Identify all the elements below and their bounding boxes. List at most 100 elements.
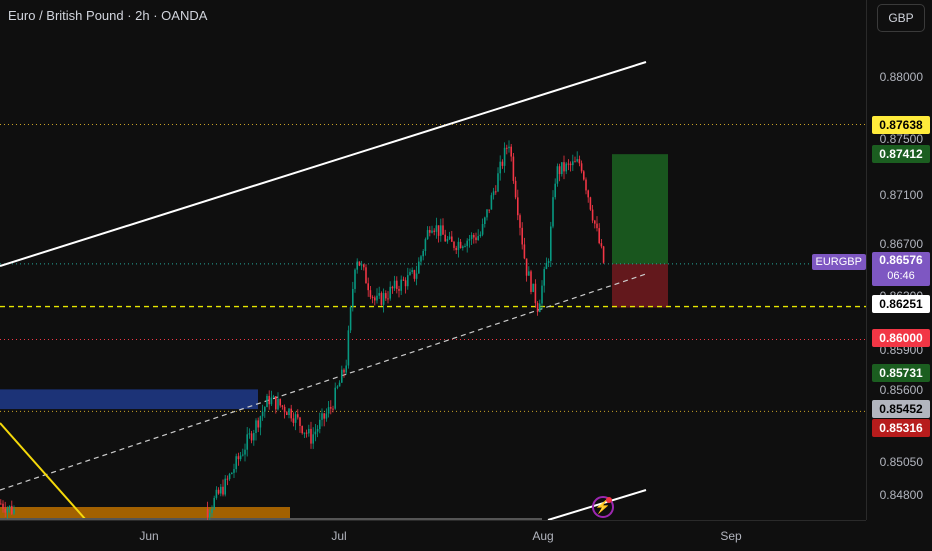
price-label: 0.87412	[872, 145, 930, 163]
candle-body	[404, 280, 407, 287]
candle-body	[354, 269, 356, 289]
candle-body	[321, 413, 323, 420]
candle-body	[217, 489, 220, 494]
candle-body	[325, 413, 328, 419]
candle-body	[444, 234, 446, 242]
candle-body	[541, 285, 543, 304]
candle-body	[330, 407, 332, 409]
candle-body	[374, 297, 376, 301]
candle-body	[314, 431, 317, 435]
candle-body	[519, 215, 521, 228]
candle-body	[338, 382, 341, 387]
candle-body	[503, 147, 506, 166]
candle-body	[235, 456, 237, 470]
candle-body	[233, 469, 235, 473]
candle-body	[266, 395, 268, 408]
candle-body	[556, 166, 559, 184]
candle-body	[231, 472, 233, 474]
candle-body	[209, 512, 211, 518]
chart-area[interactable]: Euro / British Pound · 2h · OANDA EURGBP…	[0, 0, 866, 525]
candle-body	[224, 478, 226, 495]
candle-body	[484, 217, 486, 225]
time-tick: Jun	[139, 529, 159, 543]
candle-body	[600, 243, 603, 247]
candle-body	[435, 225, 438, 232]
candle-body	[517, 197, 519, 216]
candle-body	[550, 226, 552, 261]
candle-body	[455, 247, 457, 251]
candle-body	[305, 432, 308, 434]
trendlines-layer	[0, 61, 647, 521]
candle-body	[589, 197, 592, 210]
candle-body	[248, 433, 251, 435]
candle-body	[343, 369, 345, 373]
candle-body	[288, 408, 290, 416]
candle-body	[512, 156, 515, 181]
candle-body	[378, 293, 380, 296]
candle-body	[316, 429, 319, 432]
candle-body	[244, 449, 246, 455]
zones-layer	[0, 154, 668, 518]
candle-body	[215, 489, 218, 498]
candle-body	[272, 396, 275, 398]
zone-box	[0, 507, 290, 518]
candle-body	[521, 227, 523, 245]
candle-body	[250, 433, 253, 441]
price-axis[interactable]: GBP 0.88000 0.87500 0.87100 0.86700 0.86…	[866, 0, 932, 520]
candle-body	[594, 220, 596, 224]
candle-body	[332, 408, 334, 410]
price-chart[interactable]	[0, 0, 866, 525]
candle-body	[281, 405, 284, 407]
candle-body	[246, 434, 248, 450]
candle-body	[534, 283, 537, 304]
candle-body	[545, 263, 548, 270]
candle-body	[481, 224, 484, 235]
candle-body	[334, 387, 336, 409]
candle-body	[569, 163, 572, 166]
candle-body	[264, 407, 266, 412]
candle-body	[536, 303, 539, 313]
candle-body	[327, 407, 330, 414]
price-label: 0.85452	[872, 400, 930, 418]
candle-body	[347, 330, 350, 366]
candle-body	[539, 303, 541, 313]
candle-body	[259, 416, 262, 428]
candle-body	[13, 509, 15, 514]
candle-body	[8, 505, 11, 509]
candle-body	[297, 414, 299, 418]
price-label: 0.87638	[872, 116, 930, 134]
candle-body	[310, 428, 312, 444]
candle-body	[477, 236, 479, 241]
price-label: 0.85316	[872, 419, 930, 437]
candle-body	[349, 306, 352, 331]
time-tick: Sep	[720, 529, 742, 543]
candle-body	[446, 238, 449, 242]
candle-body	[554, 183, 556, 198]
candle-body	[4, 508, 6, 513]
candle-body	[369, 290, 372, 298]
candle-body	[567, 163, 570, 165]
price-tick: 0.86700	[879, 237, 923, 251]
notification-dot	[606, 497, 612, 503]
time-axis[interactable]: Jun Jul Aug Sep	[0, 520, 866, 551]
candle-body	[576, 159, 578, 162]
candle-body	[389, 286, 391, 299]
candle-body	[413, 270, 416, 279]
candle-body	[415, 273, 418, 279]
candle-body	[277, 398, 279, 410]
candle-body	[462, 246, 464, 249]
candle-body	[253, 433, 255, 441]
candle-body	[552, 197, 554, 227]
candle-body	[598, 228, 600, 244]
candle-body	[492, 191, 495, 196]
price-tick: 0.84800	[879, 488, 923, 502]
candle-body	[213, 497, 215, 509]
candle-body	[583, 171, 585, 180]
candle-body	[437, 225, 440, 236]
candle-body	[319, 419, 321, 430]
candle-body	[468, 239, 471, 241]
currency-button[interactable]: GBP	[877, 4, 925, 32]
candle-body	[268, 395, 270, 405]
candle-body	[400, 279, 402, 291]
candle-body	[490, 195, 493, 210]
